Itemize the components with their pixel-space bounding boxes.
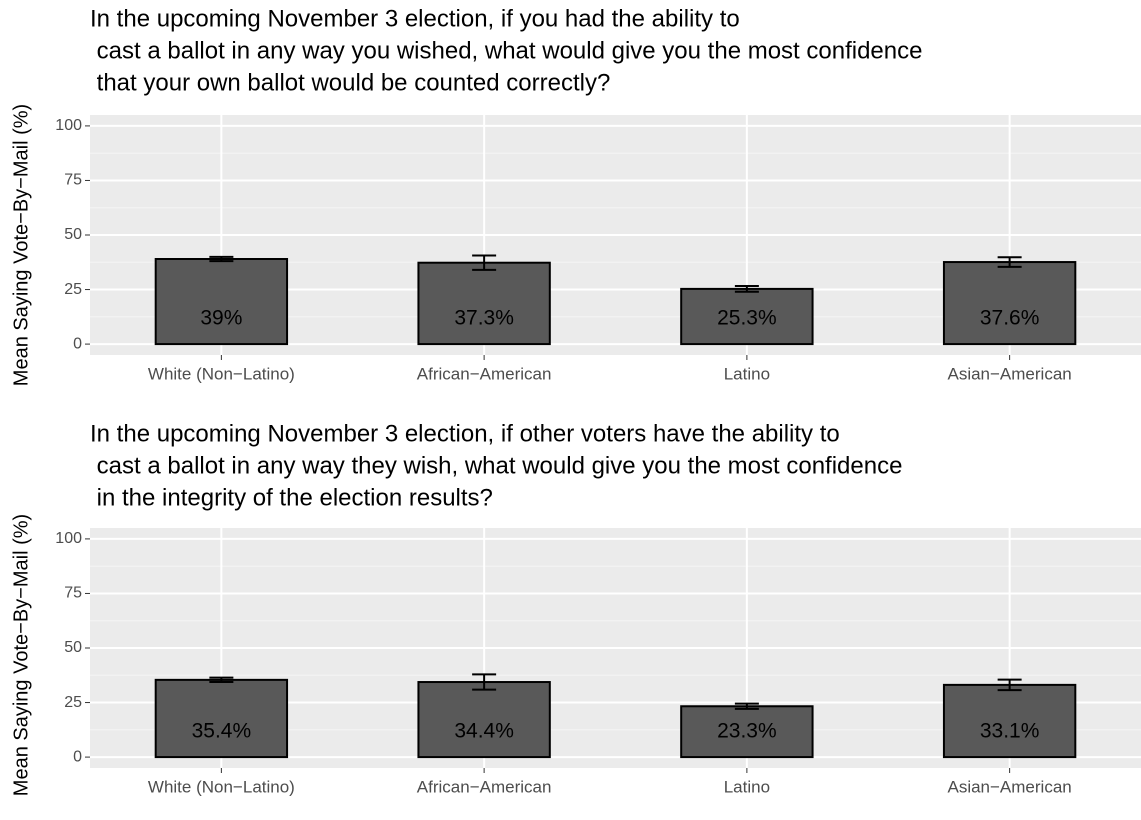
value-label: 23.3%: [717, 720, 777, 743]
y-tick-label: 0: [73, 335, 82, 352]
y-tick-label: 50: [64, 226, 82, 243]
error-bar: [209, 255, 234, 263]
value-label: 39%: [200, 307, 242, 330]
error-bar: [472, 254, 497, 271]
x-tick-label: Asian−American: [947, 777, 1071, 796]
y-tick-label: 25: [64, 281, 82, 298]
x-tick-label: Asian−American: [947, 364, 1071, 383]
error-bar: [734, 285, 759, 293]
x-tick-label: Latino: [724, 777, 770, 796]
bar: [154, 258, 289, 346]
error-bar: [472, 673, 497, 691]
chart-title: in the integrity of the election results…: [90, 484, 493, 511]
value-label: 25.3%: [717, 307, 777, 330]
y-tick-label: 100: [55, 117, 82, 134]
bar: [942, 261, 1077, 346]
x-tick-label: White (Non−Latino): [148, 777, 295, 796]
value-label: 37.3%: [454, 307, 514, 330]
x-tick-label: African−American: [417, 777, 552, 796]
y-axis-label: Mean Saying Vote−By−Mail (%): [10, 104, 32, 386]
y-axis-label: Mean Saying Vote−By−Mail (%): [10, 514, 32, 796]
y-tick-label: 0: [73, 748, 82, 765]
bar: [680, 705, 814, 759]
error-bar: [997, 678, 1022, 692]
error-bar: [734, 702, 759, 710]
chart-title: In the upcoming November 3 election, if …: [90, 420, 840, 447]
bar: [942, 683, 1077, 759]
value-label: 34.4%: [454, 720, 514, 743]
value-label: 35.4%: [192, 720, 252, 743]
bar: [680, 287, 814, 346]
y-tick-label: 25: [64, 694, 82, 711]
x-tick-label: Latino: [724, 364, 770, 383]
y-tick-label: 75: [64, 585, 82, 602]
y-tick-label: 75: [64, 172, 82, 189]
chart-title: cast a ballot in any way you wished, wha…: [90, 37, 922, 64]
bar: [417, 261, 551, 346]
bar: [154, 678, 289, 759]
value-label: 37.6%: [980, 307, 1040, 330]
chart-title: cast a ballot in any way they wish, what…: [90, 452, 902, 479]
value-label: 33.1%: [980, 720, 1040, 743]
y-tick-label: 100: [55, 530, 82, 547]
x-tick-label: African−American: [417, 364, 552, 383]
error-bar: [209, 676, 234, 684]
chart-title: In the upcoming November 3 election, if …: [90, 5, 740, 32]
error-bar: [997, 256, 1022, 268]
chart-title: that your own ballot would be counted co…: [90, 69, 610, 96]
y-tick-label: 50: [64, 639, 82, 656]
x-tick-label: White (Non−Latino): [148, 364, 295, 383]
